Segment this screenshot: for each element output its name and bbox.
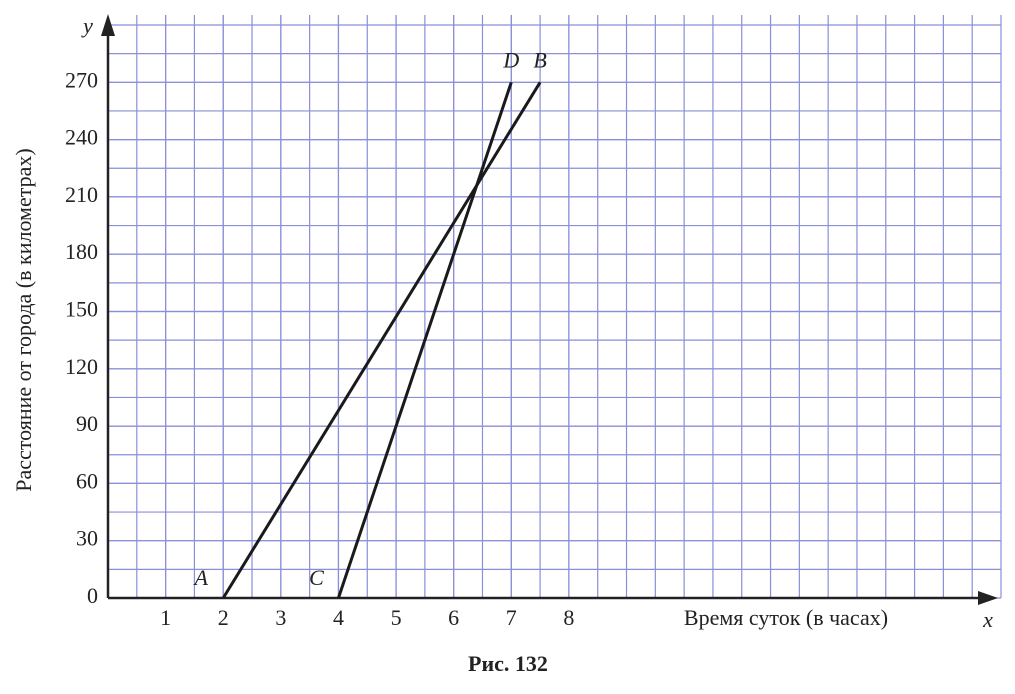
x-axis-letter: x	[982, 607, 993, 632]
point-label: A	[192, 565, 208, 590]
y-tick-label: 210	[65, 182, 98, 207]
x-tick-label: 7	[506, 605, 517, 630]
x-tick-label: 1	[160, 605, 171, 630]
y-axis-label: Расстояние от города (в километрах)	[11, 148, 36, 491]
caption: Рис. 132	[468, 651, 548, 676]
y-tick-label: 90	[76, 411, 98, 436]
y-axis-letter: y	[81, 13, 93, 38]
x-tick-label: 6	[448, 605, 459, 630]
x-tick-label: 4	[333, 605, 344, 630]
x-tick-label: 5	[391, 605, 402, 630]
x-axis-label: Время суток (в часах)	[684, 605, 888, 630]
y-tick-label: 30	[76, 526, 98, 551]
point-label: D	[502, 47, 519, 72]
line	[221, 81, 542, 599]
x-tick-label: 8	[563, 605, 574, 630]
y-tick-label: 180	[65, 239, 98, 264]
y-tick-label: 60	[76, 468, 98, 493]
point-label: C	[309, 565, 324, 590]
y-tick-label: 270	[65, 67, 98, 92]
line	[337, 81, 513, 599]
x-tick-label: 2	[218, 605, 229, 630]
y-axis-arrow	[101, 14, 115, 36]
y-tick-label: 240	[65, 125, 98, 150]
y-tick-label: 0	[87, 583, 98, 608]
y-tick-label: 150	[65, 297, 98, 322]
point-label: B	[533, 47, 546, 72]
x-tick-label: 3	[275, 605, 286, 630]
y-tick-label: 120	[65, 354, 98, 379]
x-axis-arrow	[978, 591, 998, 605]
